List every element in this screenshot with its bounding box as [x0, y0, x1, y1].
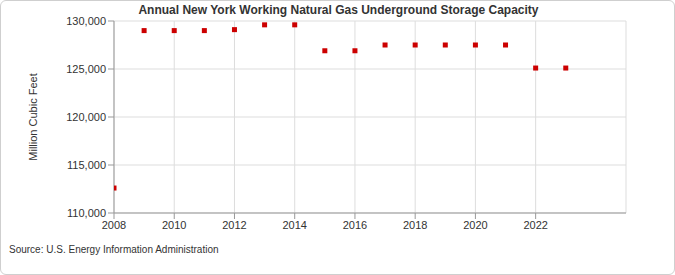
svg-text:2012: 2012 [222, 219, 246, 231]
svg-text:2016: 2016 [343, 219, 367, 231]
svg-text:Million Cubic Feet: Million Cubic Feet [27, 73, 39, 160]
svg-text:2020: 2020 [463, 219, 487, 231]
svg-text:120,000: 120,000 [66, 111, 106, 123]
svg-text:110,000: 110,000 [67, 207, 106, 219]
svg-text:2008: 2008 [102, 219, 126, 231]
svg-text:125,000: 125,000 [66, 63, 106, 75]
svg-text:130,000: 130,000 [66, 15, 106, 27]
svg-text:2018: 2018 [403, 219, 427, 231]
svg-text:2014: 2014 [282, 219, 306, 231]
svg-text:2010: 2010 [162, 219, 186, 231]
html-text:Source: U.S. Energy Informatio: Source: U.S. Energy Information Administ… [9, 244, 219, 255]
html-text:Annual New York Working Natura: Annual New York Working Natural Gas Unde… [138, 3, 539, 17]
svg-text:115,000: 115,000 [67, 159, 106, 171]
svg-text:2022: 2022 [523, 219, 547, 231]
